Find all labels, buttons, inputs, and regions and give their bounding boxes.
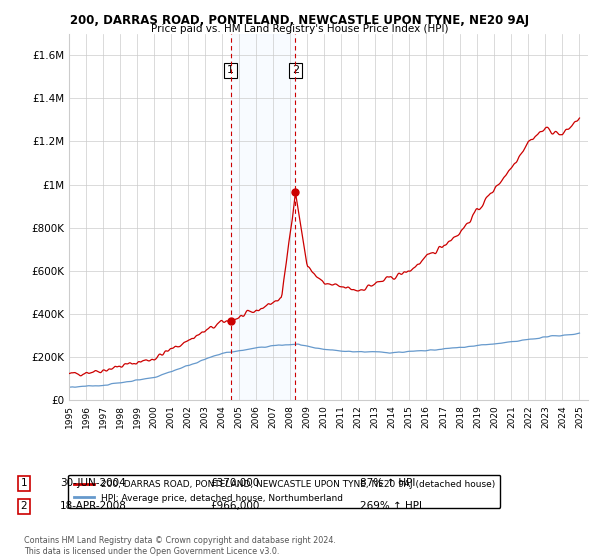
- Text: 87% ↑ HPI: 87% ↑ HPI: [360, 478, 415, 488]
- Legend: 200, DARRAS ROAD, PONTELAND, NEWCASTLE UPON TYNE, NE20 9AJ (detached house), HPI: 200, DARRAS ROAD, PONTELAND, NEWCASTLE U…: [68, 475, 500, 508]
- Text: Contains HM Land Registry data © Crown copyright and database right 2024.
This d: Contains HM Land Registry data © Crown c…: [24, 536, 336, 556]
- Bar: [230, 34, 295, 400]
- Text: 30-JUN-2004: 30-JUN-2004: [60, 478, 126, 488]
- Text: 2: 2: [20, 501, 28, 511]
- Text: 2: 2: [292, 66, 299, 75]
- Text: 1: 1: [227, 66, 234, 75]
- Text: 200, DARRAS ROAD, PONTELAND, NEWCASTLE UPON TYNE, NE20 9AJ: 200, DARRAS ROAD, PONTELAND, NEWCASTLE U…: [70, 14, 530, 27]
- Text: 18-APR-2008: 18-APR-2008: [60, 501, 127, 511]
- Text: £370,000: £370,000: [210, 478, 259, 488]
- Text: Price paid vs. HM Land Registry's House Price Index (HPI): Price paid vs. HM Land Registry's House …: [151, 24, 449, 34]
- Text: 1: 1: [20, 478, 28, 488]
- Text: £966,000: £966,000: [210, 501, 259, 511]
- Text: 269% ↑ HPI: 269% ↑ HPI: [360, 501, 422, 511]
